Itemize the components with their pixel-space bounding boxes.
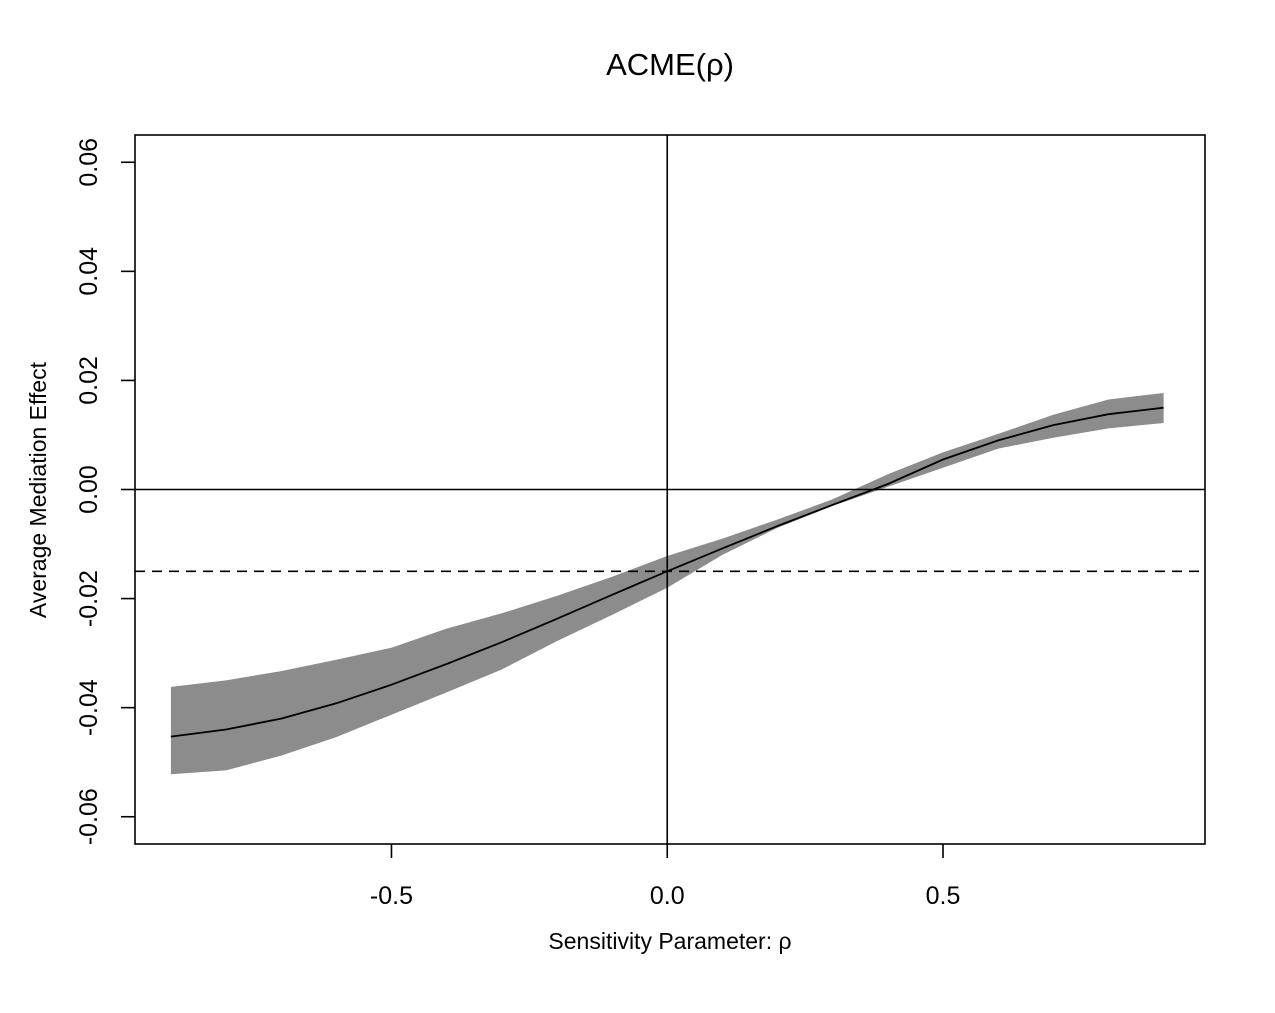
y-axis: -0.06 -0.04 -0.02 0.00 0.02 0.04 0.06 (75, 138, 135, 845)
y-tick-label: 0.04 (75, 247, 103, 296)
plot-area (134, 134, 1206, 845)
x-tick-label: 0.5 (926, 882, 961, 910)
chart-title: ACME(ρ) (606, 47, 734, 82)
y-tick-label: -0.04 (75, 679, 103, 736)
y-tick-label: 0.00 (75, 465, 103, 514)
x-tick-label: 0.0 (650, 882, 685, 910)
series-line (170, 406, 1164, 738)
y-tick-label: -0.02 (75, 570, 103, 627)
y-tick-label: 0.02 (75, 356, 103, 405)
y-tick-label: -0.06 (75, 788, 103, 845)
y-tick-label: 0.06 (75, 138, 103, 187)
x-axis: -0.5 0.0 0.5 (370, 844, 960, 910)
y-axis-label: Average Mediation Effect (25, 361, 51, 618)
x-tick-label: -0.5 (370, 882, 413, 910)
x-axis-label: Sensitivity Parameter: ρ (548, 928, 791, 954)
